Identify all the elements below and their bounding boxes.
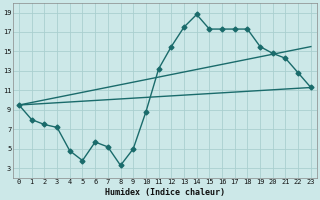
X-axis label: Humidex (Indice chaleur): Humidex (Indice chaleur) <box>105 188 225 197</box>
